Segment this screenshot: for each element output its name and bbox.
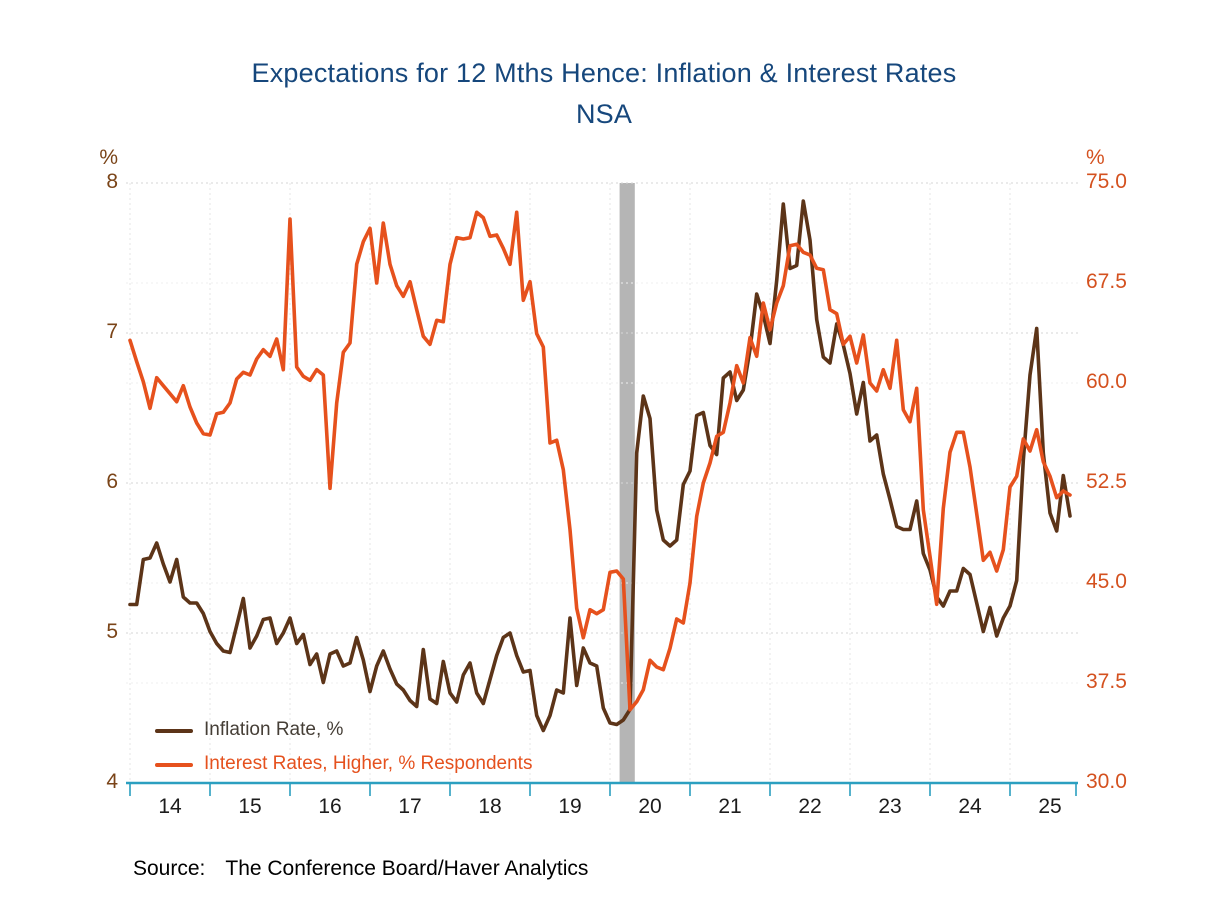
legend-swatch-interest-rates — [155, 763, 193, 767]
right-axis-tick-30: 30.0 — [1086, 770, 1127, 793]
inflation-rate-line — [128, 199, 1072, 733]
legend-swatch-inflation — [155, 729, 193, 733]
x-axis-label-15: 15 — [238, 795, 262, 818]
source-note: Source: The Conference Board/Haver Analyt… — [133, 857, 588, 881]
left-axis-tick-6: 6 — [106, 470, 118, 493]
right-axis-tick-60: 60.0 — [1086, 370, 1127, 393]
interest-rates-line — [128, 210, 1072, 712]
right-axis-tick-75: 75.0 — [1086, 170, 1127, 193]
left-axis-tick-7: 7 — [106, 320, 118, 343]
x-axis-label-19: 19 — [558, 795, 582, 818]
chart-title-line1: Expectations for 12 Mths Hence: Inflatio… — [251, 58, 957, 88]
x-axis-label-20: 20 — [638, 795, 662, 818]
legend-label-interest-rates: Interest Rates, Higher, % Respondents — [204, 753, 533, 774]
left-axis-unit: % — [99, 146, 118, 169]
chart-title: Expectations for 12 Mths Hence: Inflatio… — [0, 53, 1208, 135]
x-axis-label-21: 21 — [718, 795, 742, 818]
x-axis-label-23: 23 — [878, 795, 902, 818]
x-axis-label-24: 24 — [958, 795, 982, 818]
left-axis-tick-5: 5 — [106, 620, 118, 643]
right-axis-unit: % — [1086, 146, 1105, 169]
left-axis-tick-8: 8 — [106, 170, 118, 193]
legend-label-inflation: Inflation Rate, % — [204, 719, 344, 740]
source-label: Source: — [133, 857, 206, 880]
x-axis-label-14: 14 — [158, 795, 182, 818]
left-axis-tick-4: 4 — [106, 770, 118, 793]
source-text: The Conference Board/Haver Analytics — [225, 857, 589, 880]
right-axis-tick-37-5: 37.5 — [1086, 670, 1127, 693]
chart-title-line2: NSA — [575, 99, 633, 129]
right-axis-tick-52-5: 52.5 — [1086, 470, 1127, 493]
x-axis-label-25: 25 — [1038, 795, 1062, 818]
x-axis-label-16: 16 — [318, 795, 342, 818]
x-axis-label-18: 18 — [478, 795, 502, 818]
x-axis-label-17: 17 — [398, 795, 422, 818]
x-axis-label-22: 22 — [798, 795, 822, 818]
right-axis-tick-45: 45.0 — [1086, 570, 1127, 593]
right-axis-tick-67-5: 67.5 — [1086, 270, 1127, 293]
